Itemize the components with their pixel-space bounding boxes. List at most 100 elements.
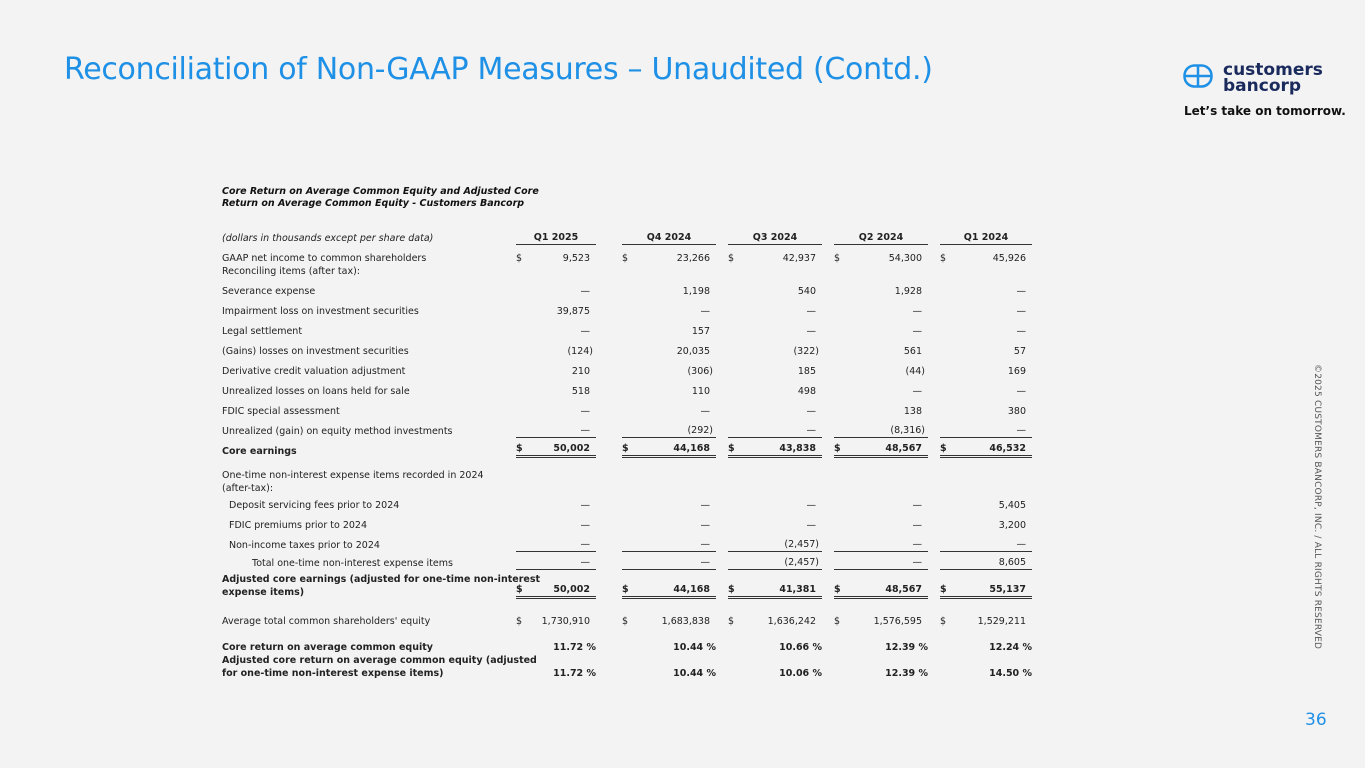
cell-value: — — [1016, 539, 1027, 550]
value-cell: — — [940, 538, 1032, 552]
table-row: FDIC premiums prior to 2024 — — — — 3,200 — [222, 519, 1037, 532]
value-cell: 39,875 — [516, 305, 596, 318]
value-cell: 157 — [622, 325, 716, 338]
value-cell: 57 — [940, 345, 1032, 358]
value-cell: — — [834, 385, 928, 398]
value-cell: — — [622, 499, 716, 512]
cell-value: — — [806, 520, 817, 531]
value-cell: 540 — [728, 285, 822, 298]
table-header-row: (dollars in thousands except per share d… — [222, 232, 1037, 245]
value-cell: — — [834, 305, 928, 318]
value-cell: $54,300 — [834, 252, 928, 265]
cell-value: 9,523 — [562, 253, 590, 264]
cell-value: (322) — [793, 346, 819, 357]
cell-value: — — [1016, 326, 1027, 337]
row-label: Deposit servicing fees prior to 2024 — [229, 500, 400, 511]
value-cell: 380 — [940, 405, 1032, 418]
value-cell: — — [728, 499, 822, 512]
cell-value: 8,605 — [998, 557, 1026, 568]
value-cell: (322) — [728, 345, 822, 358]
dollar-sign: $ — [728, 443, 735, 454]
value-cell: — — [728, 519, 822, 532]
value-cell: $44,168 — [622, 583, 716, 599]
cell-value: — — [1016, 306, 1027, 317]
value-cell: 14.50 % — [940, 667, 1032, 680]
cell-value: 54,300 — [888, 253, 922, 264]
cell-value: 3,200 — [998, 520, 1026, 531]
value-cell: 561 — [834, 345, 928, 358]
dollar-sign: $ — [834, 253, 841, 264]
units-label: (dollars in thousands except per share d… — [222, 233, 434, 244]
cell-value: 498 — [797, 386, 816, 397]
cell-value: — — [580, 425, 591, 436]
cell-value: 157 — [691, 326, 710, 337]
value-cell: 498 — [728, 385, 822, 398]
cell-value: — — [700, 500, 711, 511]
value-cell: (2,457) — [728, 556, 822, 570]
row-label: Adjusted core return on average common e… — [222, 655, 537, 679]
value-cell: 12.39 % — [834, 641, 928, 654]
cell-value: — — [700, 520, 711, 531]
table-row: Deposit servicing fees prior to 2024 — — — —… — [222, 499, 1037, 512]
cell-value: — — [912, 500, 923, 511]
value-cell: 1,198 — [622, 285, 716, 298]
cell-value: 43,838 — [779, 443, 816, 454]
value-cell: $46,532 — [940, 442, 1032, 458]
table-row: One-time non-interest expense items reco… — [222, 469, 1037, 495]
cell-value: (2,457) — [784, 539, 819, 550]
value-cell: $41,381 — [728, 583, 822, 599]
value-cell: 10.44 % — [622, 667, 716, 680]
cell-value: — — [912, 326, 923, 337]
table-row: Reconciling items (after tax): — [222, 265, 1037, 278]
value-cell: $50,002 — [516, 583, 596, 599]
table-row: Core return on average common equity 11.7… — [222, 641, 1037, 654]
table-row: Non-income taxes prior to 2024 — — (2,457) —… — [222, 539, 1037, 552]
value-cell: — — [622, 538, 716, 552]
value-cell: — — [728, 305, 822, 318]
value-cell: — — [516, 405, 596, 418]
value-cell: 11.72 % — [516, 641, 596, 654]
value-cell: 12.39 % — [834, 667, 928, 680]
cell-value: 169 — [1007, 366, 1026, 377]
value-cell: $42,937 — [728, 252, 822, 265]
table-row: Impairment loss on investment securities… — [222, 305, 1037, 318]
row-label: FDIC premiums prior to 2024 — [229, 520, 367, 531]
table-title: Core Return on Average Common Equity and… — [222, 186, 539, 210]
value-cell: $50,002 — [516, 442, 596, 458]
value-cell: — — [940, 285, 1032, 298]
value-cell: (2,457) — [728, 538, 822, 552]
value-cell: — — [728, 424, 822, 438]
value-cell: 5,405 — [940, 499, 1032, 512]
row-label: Unrealized (gain) on equity method inves… — [222, 426, 453, 437]
cell-value: — — [1016, 425, 1027, 436]
dollar-sign: $ — [728, 616, 735, 627]
cell-value: — — [912, 520, 923, 531]
row-label: FDIC special assessment — [222, 406, 340, 417]
cell-value: — — [700, 557, 711, 568]
logo-icon — [1183, 64, 1213, 92]
value-cell: — — [728, 325, 822, 338]
value-cell: 210 — [516, 365, 596, 378]
column-header: Q4 2024 — [622, 231, 716, 245]
table-row: Adjusted core return on average common e… — [222, 654, 1037, 680]
cell-value: 110 — [691, 386, 710, 397]
cell-value: 210 — [571, 366, 590, 377]
cell-value: (44) — [905, 366, 925, 377]
value-cell: (8,316) — [834, 424, 928, 438]
dollar-sign: $ — [516, 443, 523, 454]
cell-value: 561 — [903, 346, 922, 357]
row-label: Unrealized losses on loans held for sale — [222, 386, 410, 397]
logo-text-line1: customers — [1223, 60, 1323, 80]
cell-value: 44,168 — [673, 584, 710, 595]
value-cell: $23,266 — [622, 252, 716, 265]
table-row: Unrealized (gain) on equity method inves… — [222, 425, 1037, 438]
cell-value: 1,576,595 — [873, 616, 922, 627]
cell-value: — — [700, 539, 711, 550]
value-cell: — — [940, 385, 1032, 398]
cell-value: 39,875 — [556, 306, 590, 317]
value-cell: — — [516, 325, 596, 338]
dollar-sign: $ — [834, 584, 841, 595]
cell-value: 138 — [903, 406, 922, 417]
dollar-sign: $ — [834, 616, 841, 627]
value-cell: 3,200 — [940, 519, 1032, 532]
